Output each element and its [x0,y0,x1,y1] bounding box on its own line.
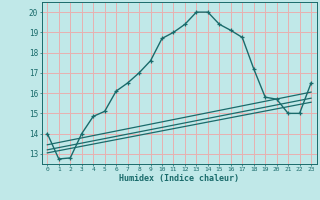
X-axis label: Humidex (Indice chaleur): Humidex (Indice chaleur) [119,174,239,183]
